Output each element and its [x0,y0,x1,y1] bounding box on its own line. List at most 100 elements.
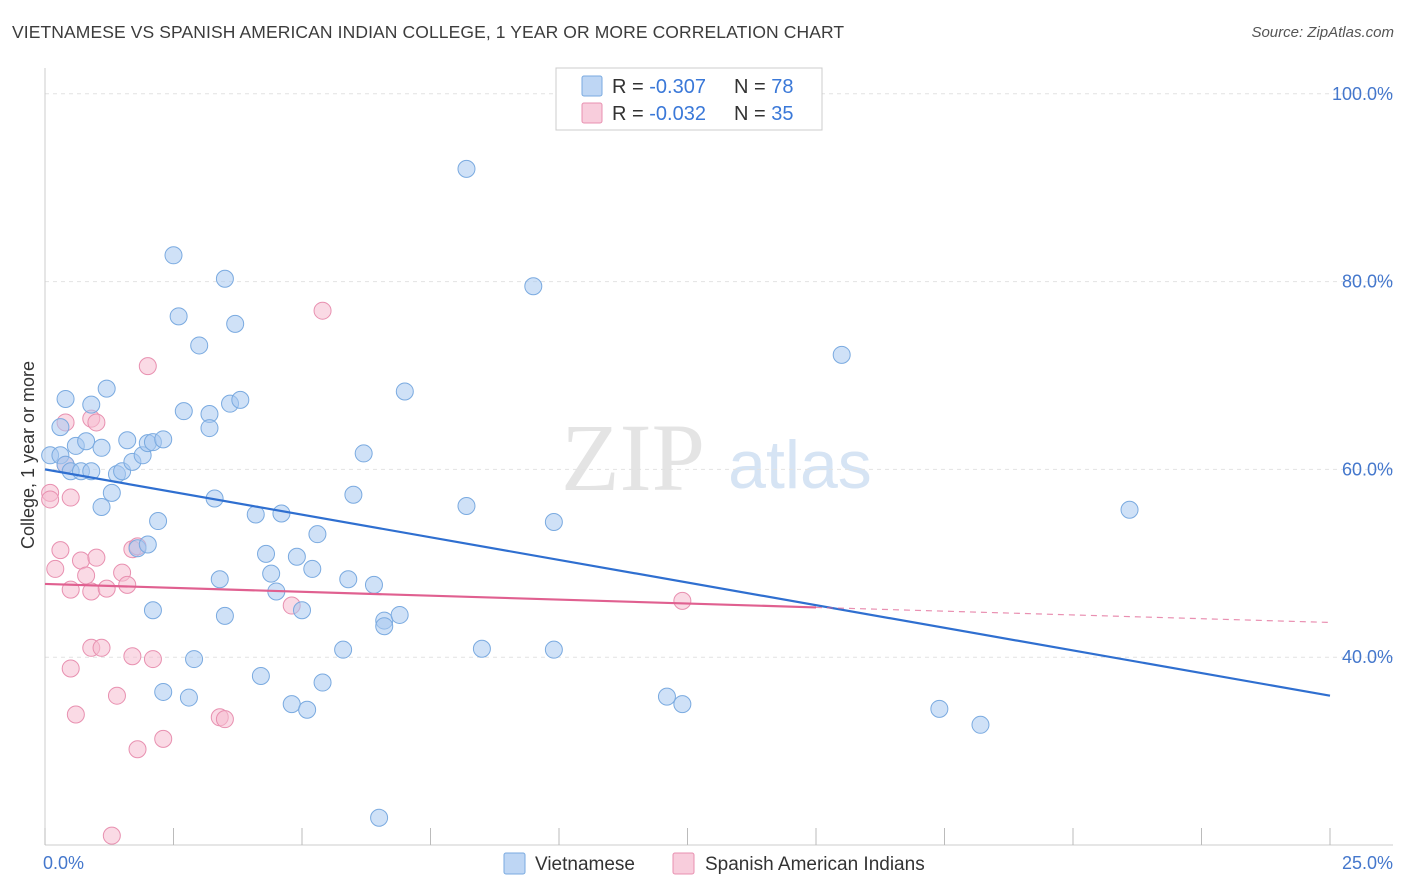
vietnamese-point-64 [390,605,409,624]
vietnamese-point-69 [524,277,543,296]
vietnamese-point-71 [544,640,563,659]
vietnamese-point-37 [210,570,229,589]
bottom-legend-swatch-vietnamese [503,852,526,875]
vietnamese-point-45 [257,544,276,563]
vietnamese-point-11 [92,497,111,516]
spanish-point-9 [66,705,85,724]
vietnamese-point-9 [82,395,101,414]
watermark-zip: ZIP [561,404,705,511]
chart-title: VIETNAMESE VS SPANISH AMERICAN INDIAN CO… [12,22,845,42]
vietnamese-point-63 [375,617,394,636]
vietnamese-point-75 [930,699,949,718]
legend-r-value-1: -0.032 [649,103,706,125]
y-tick-labels: 40.0% 60.0% 80.0% 100.0% [1332,84,1393,667]
vietnamese-point-67 [457,497,476,516]
vietnamese-point-10 [82,462,101,481]
watermark: ZIP atlas [561,404,872,511]
vietnamese-point-26 [154,430,173,449]
vietnamese-point-51 [293,601,311,620]
y-axis-label: College, 1 year or more [18,361,38,549]
vietnamese-points [41,159,1139,827]
x-tick-labels: 0.0% 25.0% [43,853,1393,873]
vietnamese-point-72 [657,687,676,706]
vietnamese-point-24 [143,601,162,620]
vietnamese-point-33 [190,336,209,355]
vietnamese-point-38 [215,606,234,625]
vietnamese-point-50 [287,547,306,566]
legend-swatch-vietnamese [581,75,603,97]
vietnamese-point-53 [303,559,322,578]
gridlines [45,93,1393,658]
axes [44,68,1393,846]
vietnamese-point-57 [339,570,358,589]
spanish-trend-line-extension [815,606,1331,624]
y-tick-label-100: 100.0% [1332,84,1393,104]
spanish-point-2 [46,559,65,578]
watermark-atlas: atlas [728,427,872,503]
trend-lines [44,468,1331,697]
vietnamese-point-60 [364,575,383,594]
spanish-trend-line [44,582,817,609]
vietnamese-point-31 [179,688,198,707]
spanish-point-7 [61,488,80,507]
spanish-point-28 [143,650,162,669]
legend-r-value-0: -0.307 [649,76,706,98]
vietnamese-point-2 [51,418,70,437]
vietnamese-point-70 [544,512,563,531]
source-label: Source: ZipAtlas.com [1251,24,1394,41]
spanish-point-24 [123,647,142,666]
vietnamese-point-74 [832,345,851,364]
bottom-legend-spanish: Spanish American Indians [705,854,925,875]
vietnamese-point-21 [138,535,157,554]
spanish-point-31 [215,710,234,729]
vietnamese-point-73 [673,695,692,714]
y-tick-label-40: 40.0% [1342,647,1393,667]
vietnamese-point-14 [102,483,121,502]
vietnamese-point-12 [92,438,111,457]
x-tick-label-min: 0.0% [43,853,84,873]
spanish-point-11 [77,566,96,585]
vietnamese-point-59 [354,444,373,463]
spanish-point-20 [107,686,126,705]
legend-swatch-spanish [581,102,603,124]
spanish-point-29 [154,729,173,748]
spanish-point-17 [92,638,111,657]
bottom-legend-vietnamese: Vietnamese [535,854,635,875]
vietnamese-point-55 [313,673,332,692]
vietnamese-point-35 [200,419,219,438]
spanish-point-1 [41,490,60,509]
spanish-point-34 [673,591,692,610]
vietnamese-point-46 [262,564,281,583]
vietnamese-point-17 [118,431,137,450]
legend-n-label-0: N = 78 [734,76,794,98]
vietnamese-point-48 [272,504,291,523]
spanish-point-18 [97,579,116,598]
vietnamese-point-52 [298,700,317,719]
vietnamese-point-61 [370,808,389,827]
spanish-point-16 [87,548,106,567]
vietnamese-point-3 [56,389,75,408]
vietnamese-point-68 [472,639,491,658]
vietnamese-point-13 [97,379,116,398]
vietnamese-point-29 [169,307,188,326]
legend-r-label-1: R = -0.032 [612,103,706,125]
correlation-legend: R = -0.307 N = 78 R = -0.032 N = 35 [555,67,823,131]
spanish-point-6 [61,659,80,678]
vietnamese-point-27 [154,682,173,701]
spanish-point-26 [128,740,147,759]
legend-n-label-1: N = 35 [734,103,794,125]
vietnamese-point-65 [395,382,414,401]
vietnamese-point-25 [149,512,168,531]
spanish-points [41,301,692,845]
vietnamese-point-41 [226,314,245,333]
vietnamese-point-8 [77,432,96,451]
legend-n-value-1: 35 [771,103,793,125]
x-tick-label-max: 25.0% [1342,853,1393,873]
vietnamese-point-28 [164,246,183,265]
y-tick-label-80: 80.0% [1342,272,1393,292]
vietnamese-point-76 [971,715,990,734]
vietnamese-point-30 [174,402,193,421]
vietnamese-point-32 [185,650,204,669]
vietnamese-point-54 [308,525,327,544]
